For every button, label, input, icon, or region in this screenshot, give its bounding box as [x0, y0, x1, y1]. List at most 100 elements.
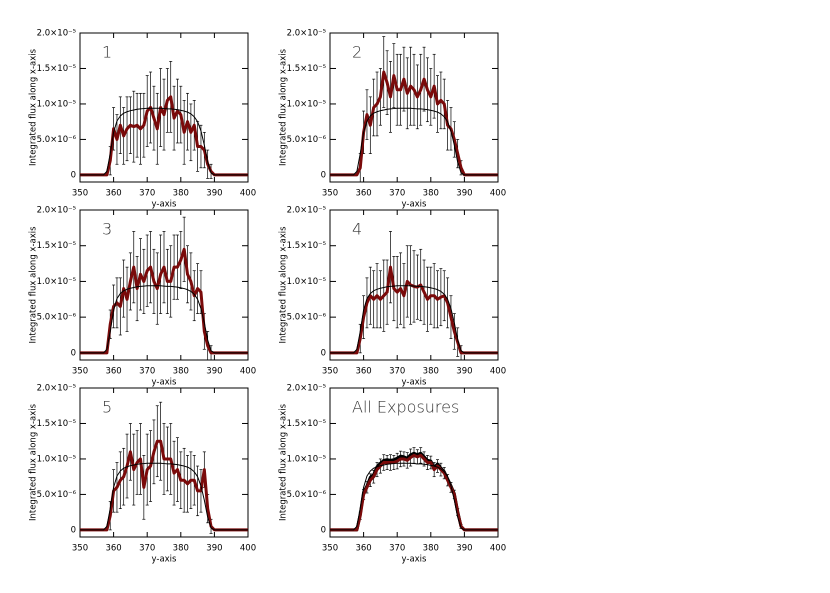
y-tick-label: 2.0×10⁻⁵ [287, 384, 326, 394]
x-tick-label: 400 [240, 544, 256, 554]
x-tick-label: 380 [423, 189, 439, 199]
y-tick-label: 1.0×10⁻⁵ [287, 277, 326, 287]
x-axis-label: y-axis [402, 200, 428, 210]
y-tick-label: 1.0×10⁻⁵ [37, 99, 76, 109]
x-tick-label: 350 [322, 544, 338, 554]
x-tick-label: 350 [72, 189, 88, 199]
x-tick-label: 400 [240, 189, 256, 199]
y-tick-label: 0 [321, 170, 326, 180]
data-line [80, 285, 248, 354]
x-axis-label: y-axis [152, 378, 178, 388]
x-tick-label: 400 [490, 367, 506, 377]
y-tick-label: 1.0×10⁻⁵ [287, 454, 326, 464]
panel: 350 360 370 380 390 400 0 5.0×10⁻⁶ 1.0×10⁻⁵ 1.5×1… [279, 29, 507, 210]
y-tick-label: 1.5×10⁻⁵ [287, 419, 326, 429]
x-tick-label: 390 [206, 189, 222, 199]
y-tick-label: 1.0×10⁻⁵ [37, 277, 76, 287]
plot-frame [79, 387, 249, 538]
data-line [330, 107, 498, 176]
plot-frame [79, 32, 249, 183]
panel: 350 360 370 380 390 400 0 5.0×10⁻⁶ 1.0×10⁻⁵ 1.5×1… [279, 384, 507, 565]
x-tick-label: 390 [206, 367, 222, 377]
y-axis-label: Integrated flux along x-axis [279, 48, 289, 166]
y-tick-label: 2.0×10⁻⁵ [287, 29, 326, 39]
x-tick-label: 360 [105, 189, 121, 199]
y-tick-label: 1.0×10⁻⁵ [37, 454, 76, 464]
x-tick-label: 370 [139, 189, 155, 199]
data-line [80, 107, 248, 176]
panel-label: 5 [102, 398, 112, 417]
y-tick-label: 2.0×10⁻⁵ [37, 206, 76, 216]
y-tick-label: 5.0×10⁻⁶ [287, 313, 327, 323]
x-tick-label: 360 [105, 544, 121, 554]
y-tick-label: 0 [321, 348, 326, 358]
x-tick-label: 370 [389, 544, 405, 554]
data-line [330, 451, 498, 532]
y-axis-label: Integrated flux along x-axis [29, 403, 39, 521]
x-tick-label: 370 [389, 189, 405, 199]
panel-label: 1 [102, 43, 112, 62]
y-axis-label: Integrated flux along x-axis [29, 48, 39, 166]
y-axis-label: Integrated flux along x-axis [279, 403, 289, 521]
x-tick-label: 360 [355, 544, 371, 554]
plot-frame [79, 209, 249, 361]
data-line [330, 285, 498, 354]
x-axis-label: y-axis [402, 378, 428, 388]
x-tick-label: 390 [456, 367, 472, 377]
x-axis-label: y-axis [402, 555, 428, 565]
x-tick-label: 350 [322, 189, 338, 199]
x-tick-label: 390 [456, 544, 472, 554]
y-tick-label: 0 [71, 525, 76, 535]
y-tick-label: 1.5×10⁻⁵ [287, 64, 326, 74]
x-tick-label: 360 [355, 189, 371, 199]
x-tick-label: 380 [173, 544, 189, 554]
x-tick-label: 360 [105, 367, 121, 377]
x-tick-label: 360 [355, 367, 371, 377]
data-line [330, 453, 498, 532]
y-tick-label: 0 [321, 525, 326, 535]
panel-label: 3 [102, 220, 112, 239]
y-tick-label: 0 [71, 348, 76, 358]
y-tick-label: 5.0×10⁻⁶ [37, 490, 77, 500]
x-tick-label: 350 [72, 367, 88, 377]
x-axis-label: y-axis [152, 200, 178, 210]
y-tick-label: 2.0×10⁻⁵ [37, 384, 76, 394]
plot-frame [329, 387, 499, 538]
y-tick-label: 5.0×10⁻⁶ [287, 135, 327, 145]
y-tick-label: 2.0×10⁻⁵ [287, 206, 326, 216]
x-tick-label: 380 [173, 367, 189, 377]
panel: 350 360 370 380 390 400 0 5.0×10⁻⁶ 1.0×10⁻⁵ 1.5×1… [29, 384, 257, 565]
plot-frame [329, 209, 499, 361]
x-tick-label: 400 [240, 367, 256, 377]
x-tick-label: 390 [456, 189, 472, 199]
x-axis-label: y-axis [152, 555, 178, 565]
x-tick-label: 380 [173, 189, 189, 199]
y-tick-label: 1.5×10⁻⁵ [37, 241, 76, 251]
y-tick-label: 2.0×10⁻⁵ [37, 29, 76, 39]
y-tick-label: 1.0×10⁻⁵ [287, 99, 326, 109]
x-tick-label: 380 [423, 544, 439, 554]
data-line [330, 462, 498, 531]
y-tick-label: 1.5×10⁻⁵ [37, 419, 76, 429]
panel-label: 4 [352, 220, 362, 239]
y-tick-label: 1.5×10⁻⁵ [37, 64, 76, 74]
panel: 350 360 370 380 390 400 0 5.0×10⁻⁶ 1.0×10⁻⁵ 1.5×1… [29, 29, 257, 210]
x-tick-label: 350 [72, 544, 88, 554]
x-tick-label: 390 [206, 544, 222, 554]
x-tick-label: 400 [490, 189, 506, 199]
panel: 350 360 370 380 390 400 0 5.0×10⁻⁶ 1.0×10⁻⁵ 1.5×1… [279, 206, 507, 388]
y-tick-label: 5.0×10⁻⁶ [37, 135, 77, 145]
x-tick-label: 380 [423, 367, 439, 377]
plot-frame [329, 32, 499, 183]
x-tick-label: 350 [322, 367, 338, 377]
y-tick-label: 1.5×10⁻⁵ [287, 241, 326, 251]
x-tick-label: 370 [139, 544, 155, 554]
y-tick-label: 0 [71, 170, 76, 180]
panel-label: All Exposures [352, 398, 459, 417]
panel: 350 360 370 380 390 400 0 5.0×10⁻⁶ 1.0×10⁻⁵ 1.5×1… [29, 206, 257, 388]
y-tick-label: 5.0×10⁻⁶ [287, 490, 327, 500]
y-tick-label: 5.0×10⁻⁶ [37, 313, 77, 323]
y-axis-label: Integrated flux along x-axis [279, 226, 289, 344]
data-line [80, 462, 248, 531]
